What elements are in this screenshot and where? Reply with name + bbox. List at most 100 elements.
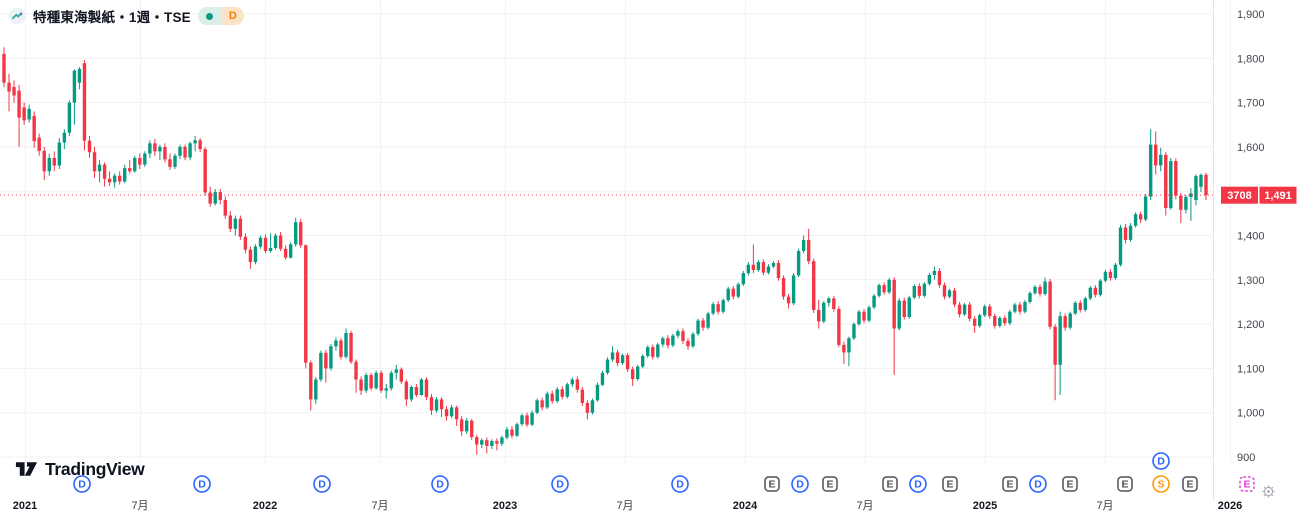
timeline-marker-dividend[interactable]: D: [193, 475, 211, 493]
timeline-marker-dividend[interactable]: D: [73, 475, 91, 493]
marker-letter: D: [1157, 456, 1165, 468]
svg-text:1,491: 1,491: [1264, 190, 1292, 202]
marker-letter: E: [1243, 479, 1250, 491]
tradingview-logo[interactable]: TradingView: [14, 457, 145, 481]
timeline-marker-dividend[interactable]: D: [909, 475, 927, 493]
marker-letter: E: [886, 479, 893, 491]
marker-letter: E: [946, 479, 953, 491]
market-status-pill[interactable]: [197, 7, 222, 25]
timeline-marker-dividend[interactable]: D: [671, 475, 689, 493]
timeline-marker-dividend[interactable]: D: [551, 475, 569, 493]
time-axis-label: 2024: [733, 500, 758, 512]
marker-letter: D: [436, 479, 444, 491]
marker-letter: D: [676, 479, 684, 491]
earnings-marker-icon: [1182, 476, 1198, 492]
time-axis-label: 2026: [1218, 500, 1242, 512]
marker-letter: D: [78, 479, 86, 491]
price-tick-label: 1,200: [1237, 319, 1265, 331]
time-axis[interactable]: [0, 497, 1213, 519]
earnings-marker-icon: [1002, 476, 1018, 492]
earnings-marker-icon: [822, 476, 838, 492]
marker-letter: D: [1034, 479, 1042, 491]
timeline-marker-earnings[interactable]: E: [1062, 476, 1078, 492]
status-badges: D: [197, 7, 244, 25]
timeline-marker-dividend[interactable]: D: [313, 475, 331, 493]
split-marker-icon: [1152, 475, 1170, 493]
price-tick-label: 1,700: [1237, 98, 1265, 110]
marker-letter: D: [556, 479, 564, 491]
timeline-marker-earnings[interactable]: E: [1182, 476, 1198, 492]
marker-letter: E: [1121, 479, 1128, 491]
marker-letter: D: [318, 479, 326, 491]
time-axis-label: 2021: [13, 500, 37, 512]
price-tick-label: 1,800: [1237, 53, 1265, 65]
dividend-marker-icon: [1029, 475, 1047, 493]
last-price-badge: 3708 1,491: [1221, 186, 1297, 204]
price-tick-label: 1,400: [1237, 231, 1265, 243]
tradingview-logo-icon: [15, 462, 38, 476]
dividend-marker-icon: [1152, 452, 1170, 470]
marker-letter: E: [826, 479, 833, 491]
timeline-marker-earnings[interactable]: E: [1002, 476, 1018, 492]
dividend-marker-icon: [313, 475, 331, 493]
symbol-title[interactable]: 特種東海製紙・1週・TSE: [33, 10, 191, 25]
marker-letter: D: [796, 479, 804, 491]
status-dot-icon: [206, 12, 214, 20]
time-axis-label: 7月: [616, 500, 633, 512]
tradingview-logo-text: TradingView: [45, 458, 145, 479]
grid: [0, 0, 1231, 463]
earnings-marker-icon: [882, 476, 898, 492]
dividend-marker-icon: [551, 475, 569, 493]
marker-letter: D: [198, 479, 206, 491]
symbol-header: 特種東海製紙・1週・TSE D: [8, 6, 244, 26]
timeline-marker-dividend[interactable]: D: [791, 475, 809, 493]
price-tick-label: 1,900: [1237, 9, 1265, 21]
timeline-marker-dividend[interactable]: D: [1029, 475, 1047, 493]
time-axis-label: 7月: [856, 500, 873, 512]
timeline-marker-split[interactable]: S: [1152, 475, 1170, 493]
settings-gear-icon[interactable]: [1261, 484, 1276, 504]
dividend-marker-icon: [671, 475, 689, 493]
marker-letter: E: [1006, 479, 1013, 491]
delayed-data-badge[interactable]: D: [221, 7, 244, 25]
timeline-marker-earnings[interactable]: E: [764, 476, 780, 492]
time-axis-label: 7月: [1096, 500, 1113, 512]
svg-text:3708: 3708: [1227, 190, 1251, 202]
dividend-marker-icon: [193, 475, 211, 493]
price-tick-label: 1,300: [1237, 275, 1265, 287]
price-axis[interactable]: [1214, 0, 1299, 497]
price-tick-label: 1,000: [1237, 408, 1265, 420]
dividend-marker-icon: [431, 475, 449, 493]
marker-letter: E: [1066, 479, 1073, 491]
timeline-marker-earnings[interactable]: E: [822, 476, 838, 492]
dividend-marker-icon: [791, 475, 809, 493]
dividend-marker-icon: [909, 475, 927, 493]
earnings-marker-icon: [1117, 476, 1133, 492]
timeline-marker-earnings[interactable]: E: [882, 476, 898, 492]
marker-letter: E: [1186, 479, 1193, 491]
time-axis-label: 2022: [253, 500, 277, 512]
timeline-marker-dividend[interactable]: D: [1152, 452, 1170, 470]
marker-letter: E: [768, 479, 775, 491]
symbol-logo-icon[interactable]: [8, 7, 26, 25]
timeline-marker-upcoming-earnings[interactable]: E: [1239, 476, 1255, 492]
price-tick-label: 1,600: [1237, 142, 1265, 154]
price-tick-label: 1,100: [1237, 363, 1265, 375]
earnings-marker-icon: [942, 476, 958, 492]
timeline-marker-dividend[interactable]: D: [431, 475, 449, 493]
timeline-marker-earnings[interactable]: E: [1117, 476, 1133, 492]
dividend-marker-icon: [73, 475, 91, 493]
time-axis-label: 2025: [973, 500, 997, 512]
upcoming-earnings-marker-icon: [1239, 476, 1255, 492]
time-axis-label: 7月: [131, 500, 148, 512]
earnings-marker-icon: [764, 476, 780, 492]
time-axis-label: 2023: [493, 500, 517, 512]
price-tick-label: 900: [1237, 452, 1255, 464]
timeline-marker-earnings[interactable]: E: [942, 476, 958, 492]
marker-letter: S: [1157, 479, 1164, 491]
earnings-marker-icon: [1062, 476, 1078, 492]
time-axis-label: 7月: [371, 500, 388, 512]
price-axis-labels: 1,900 1,800 1,700 1,600 1,400 1,300 1,200 1,100…: [1237, 9, 1265, 464]
